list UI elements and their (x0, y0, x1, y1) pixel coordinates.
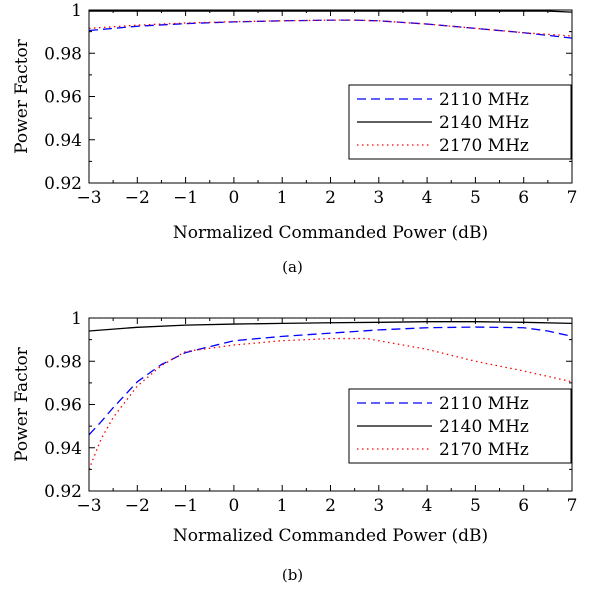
legend-label: 2110 MHz (439, 90, 529, 110)
x-tick-label: 2 (325, 496, 336, 516)
legend-label: 2140 MHz (439, 113, 529, 133)
x-tick-label: 4 (422, 496, 433, 516)
figure-caption: (a) (282, 258, 303, 276)
x-tick-label: 3 (373, 496, 384, 516)
x-tick-label: 1 (277, 496, 288, 516)
x-tick-label: −3 (76, 188, 101, 208)
x-tick-label: 0 (228, 496, 239, 516)
x-tick-label: −3 (76, 496, 101, 516)
y-tick-label: 0.94 (44, 131, 82, 151)
series-line-2170-mhz (89, 19, 572, 37)
panel-a: −3 −2 −1 0 1 2 3 4 5 6 7 0.92 0.94 0.96 0.98 1 Normalize… (12, 1, 577, 276)
x-tick-label: 6 (518, 188, 529, 208)
x-tick-label: 3 (373, 188, 384, 208)
y-tick-label: 0.96 (44, 396, 82, 416)
y-tick-label: 0.96 (44, 88, 82, 108)
y-tick-label: 1 (71, 309, 82, 329)
x-tick-label: 2 (325, 188, 336, 208)
x-tick-label: −1 (173, 188, 198, 208)
y-tick-label: 0.92 (44, 482, 82, 502)
panel-b: −3 −2 −1 0 1 2 3 4 5 6 7 0.92 0.94 0.96 0.98 1 Normalize… (12, 309, 577, 584)
x-tick-label: 4 (422, 188, 433, 208)
y-tick-label: 0.98 (44, 352, 82, 372)
y-tick-label: 0.94 (44, 439, 82, 459)
legend-label: 2110 MHz (439, 394, 529, 414)
x-tick-label: −1 (173, 496, 198, 516)
x-tick-label: 6 (518, 496, 529, 516)
x-tick-label: 7 (567, 496, 578, 516)
legend-label: 2140 MHz (439, 417, 529, 437)
y-tick-label: 1 (71, 1, 82, 21)
x-tick-label: 5 (470, 188, 481, 208)
x-tick-label: 5 (470, 496, 481, 516)
series-line-2170-mhz (89, 337, 572, 470)
series-line-2110-mhz (89, 19, 572, 39)
legend-label: 2170 MHz (439, 136, 529, 156)
y-axis-label: Power Factor (12, 38, 32, 153)
y-axis-label: Power Factor (12, 346, 32, 461)
x-tick-label: 1 (277, 188, 288, 208)
series-line-2110-mhz (89, 326, 572, 436)
figure-caption: (b) (282, 566, 303, 584)
x-tick-label: −2 (125, 188, 150, 208)
x-axis-label: Normalized Commanded Power (dB) (173, 526, 488, 546)
x-tick-label: −2 (125, 496, 150, 516)
y-tick-label: 0.92 (44, 174, 82, 194)
x-tick-label: 7 (567, 188, 578, 208)
y-tick-label: 0.98 (44, 44, 82, 64)
x-axis-label: Normalized Commanded Power (dB) (173, 223, 488, 243)
x-tick-label: 0 (228, 188, 239, 208)
legend-label: 2170 MHz (439, 440, 529, 460)
